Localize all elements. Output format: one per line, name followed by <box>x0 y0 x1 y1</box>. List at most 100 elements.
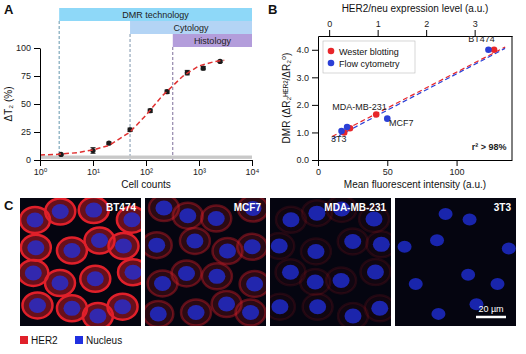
tick-mark <box>312 77 318 78</box>
cell-membrane <box>108 294 138 320</box>
tick-label: 100 <box>16 43 31 53</box>
cell-nucleus <box>398 241 412 253</box>
tick-label: 0 <box>327 19 332 29</box>
point <box>106 141 111 146</box>
legend-label: Nucleus <box>86 335 122 346</box>
cell-nucleus <box>178 266 195 281</box>
cell-nucleus <box>155 201 172 216</box>
cell-nucleus <box>179 208 196 223</box>
tick-label: 50 <box>21 99 31 109</box>
cell-membrane <box>338 228 368 254</box>
tick-label: 3 <box>473 19 478 29</box>
cell-nucleus <box>430 234 444 246</box>
tick: 10⁰ <box>34 160 48 177</box>
cell-nucleus <box>366 212 383 227</box>
annotation-bar <box>173 34 252 47</box>
point <box>344 124 351 131</box>
cell-nucleus <box>439 208 453 220</box>
image-label: MDA-MB-231 <box>324 202 386 213</box>
cell-membrane <box>21 235 51 261</box>
axis-line <box>319 160 513 161</box>
cell-membrane <box>301 238 331 264</box>
tick-mark <box>387 160 388 166</box>
cell-membrane <box>365 295 391 321</box>
cell-nucleus <box>271 239 288 254</box>
annotation-bar <box>59 8 252 21</box>
tick-label: 10¹ <box>87 167 100 177</box>
y-axis-title: DMR (ΔR₂ᴴᴱᴿ²/ΔR₂⁰) <box>281 53 292 144</box>
cell-nucleus <box>271 299 288 314</box>
tick: 3.0 <box>296 73 318 83</box>
figure: ADMR technologyCytologyHistology10⁰10¹10… <box>0 0 526 354</box>
legend-entry: Nucleus <box>75 335 122 346</box>
tick: 4.0 <box>296 45 318 55</box>
panel-label: B <box>268 2 277 17</box>
annotation: DMR technology <box>59 8 252 160</box>
point <box>201 66 206 71</box>
tick-label: 4.0 <box>296 45 309 55</box>
tick-label: 1.0 <box>296 128 309 138</box>
fit-line <box>332 48 505 139</box>
cell-nucleus <box>25 265 42 280</box>
tick-label: 0.0 <box>296 155 309 165</box>
annotation: r² > 98% <box>472 142 507 152</box>
tick-mark <box>199 160 200 166</box>
cell-membrane <box>270 233 294 259</box>
x-axis-title: Mean fluorescent intensity (a.u.) <box>344 179 486 190</box>
cell-membrane <box>303 294 333 320</box>
annotation-line <box>59 21 60 160</box>
legend-label: Wester blotting <box>339 47 399 57</box>
cell-nucleus <box>344 234 361 249</box>
fit-line <box>40 60 224 155</box>
cell-nucleus <box>309 299 326 314</box>
legend-entry: Flow cytometry <box>328 59 400 69</box>
cell-nucleus <box>491 278 505 290</box>
cell-nucleus <box>371 301 388 316</box>
tick-mark <box>329 30 330 36</box>
tick-label: 2 <box>424 19 429 29</box>
tick-label: 0 <box>316 167 321 177</box>
tick: 0 <box>327 19 332 36</box>
cell-nucleus <box>27 240 44 255</box>
tick-label: 0 <box>26 155 31 165</box>
cell-nucleus <box>29 298 46 313</box>
panel-b: B05010001230.01.02.03.04.0Mean fluoresce… <box>268 2 513 190</box>
cell-nucleus <box>186 233 203 248</box>
cell-membrane <box>326 267 356 293</box>
legend-entry: HER2 <box>20 335 58 346</box>
cell-membrane <box>145 232 172 258</box>
cell-nucleus <box>218 297 235 312</box>
tick: 50 <box>383 160 393 177</box>
tick-mark <box>312 160 318 161</box>
legend-swatch <box>75 336 83 344</box>
cell-nucleus <box>52 276 69 291</box>
cell-membrane <box>270 294 295 320</box>
micrograph <box>20 198 141 326</box>
axis-line <box>40 49 41 161</box>
cell-membrane <box>57 238 87 264</box>
y-axis: 0255075100 <box>16 43 41 165</box>
cell-nucleus <box>63 301 80 316</box>
x-axis: 10⁰10¹10²10³10⁴ <box>34 160 260 177</box>
cell-nucleus <box>282 265 299 280</box>
tick-mark <box>40 160 41 166</box>
annotation: Cytology <box>130 21 252 160</box>
point <box>485 46 492 53</box>
tick-mark <box>34 48 40 49</box>
panel-c: CBT474MCF7MDA-MB-2313T320 µmHER2Nucleus <box>4 195 516 346</box>
cell-nucleus <box>63 243 80 258</box>
tick: 0 <box>316 160 321 177</box>
cell-nucleus <box>208 211 225 226</box>
y-axis-title: ΔT₂ (%) <box>3 87 14 122</box>
tick-mark <box>312 50 318 51</box>
micrograph <box>145 198 266 326</box>
annotation-line <box>130 34 131 160</box>
legend-swatch <box>20 336 28 344</box>
cell-nucleus <box>502 242 516 254</box>
cell-membrane <box>202 263 232 289</box>
cell-nucleus <box>91 233 108 248</box>
x2-axis-title: HER2/neu expression level (a.u.) <box>342 3 489 14</box>
cell-membrane <box>181 299 211 325</box>
cell-membrane <box>173 203 203 229</box>
tick-mark <box>93 160 94 166</box>
